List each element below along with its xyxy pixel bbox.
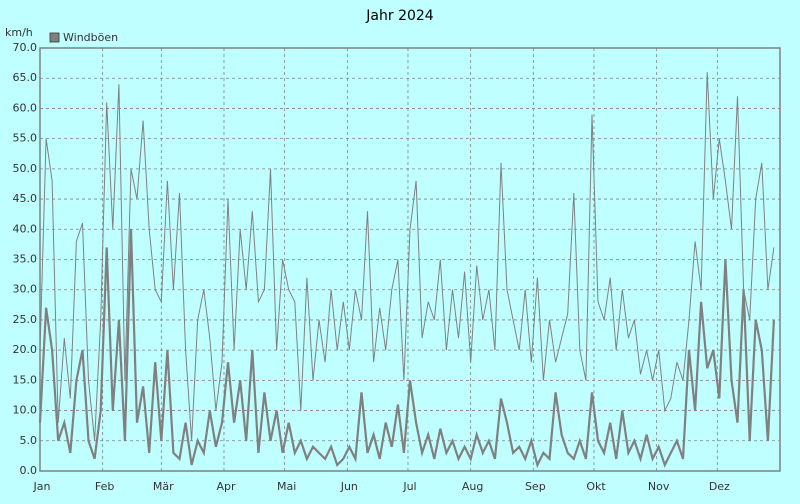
x-tick-label: Mär (153, 480, 174, 493)
y-tick-label: 20.0 (13, 343, 38, 356)
y-tick-label: 50.0 (13, 162, 38, 175)
y-tick-label: 65.0 (13, 71, 38, 84)
plot-frame (39, 47, 781, 472)
x-tick-label: Okt (586, 480, 606, 493)
series-line (38, 229, 775, 469)
y-tick-label: 70.0 (13, 41, 38, 54)
x-tick-label: Jun (340, 480, 358, 493)
y-axis-label: km/h (5, 26, 33, 39)
x-tick-label: Mai (277, 480, 296, 493)
y-tick-label: 0.0 (20, 464, 38, 477)
y-tick-label: 55.0 (13, 132, 38, 145)
x-tick-label: Nov (648, 480, 670, 493)
x-tick-label: Sep (525, 480, 546, 493)
y-tick-label: 10.0 (13, 404, 38, 417)
y-tick-label: 35.0 (13, 253, 38, 266)
x-tick-label: Jan (33, 480, 51, 493)
legend-label: Windböen (63, 31, 118, 44)
x-tick-label: Aug (462, 480, 483, 493)
x-tick-label: Jul (402, 480, 416, 493)
x-tick-label: Apr (216, 480, 236, 493)
y-tick-label: 60.0 (13, 101, 38, 114)
y-tick-label: 5.0 (20, 434, 38, 447)
series-line (39, 72, 775, 441)
chart-title: Jahr 2024 (365, 8, 434, 24)
y-tick-label: 15.0 (13, 373, 38, 386)
x-tick-label: Dez (709, 480, 730, 493)
x-tick-label: Feb (95, 480, 114, 493)
y-tick-label: 25.0 (13, 313, 38, 326)
y-tick-label: 30.0 (13, 283, 38, 296)
y-tick-label: 45.0 (13, 192, 38, 205)
legend-swatch (49, 32, 60, 43)
y-tick-label: 40.0 (13, 222, 38, 235)
